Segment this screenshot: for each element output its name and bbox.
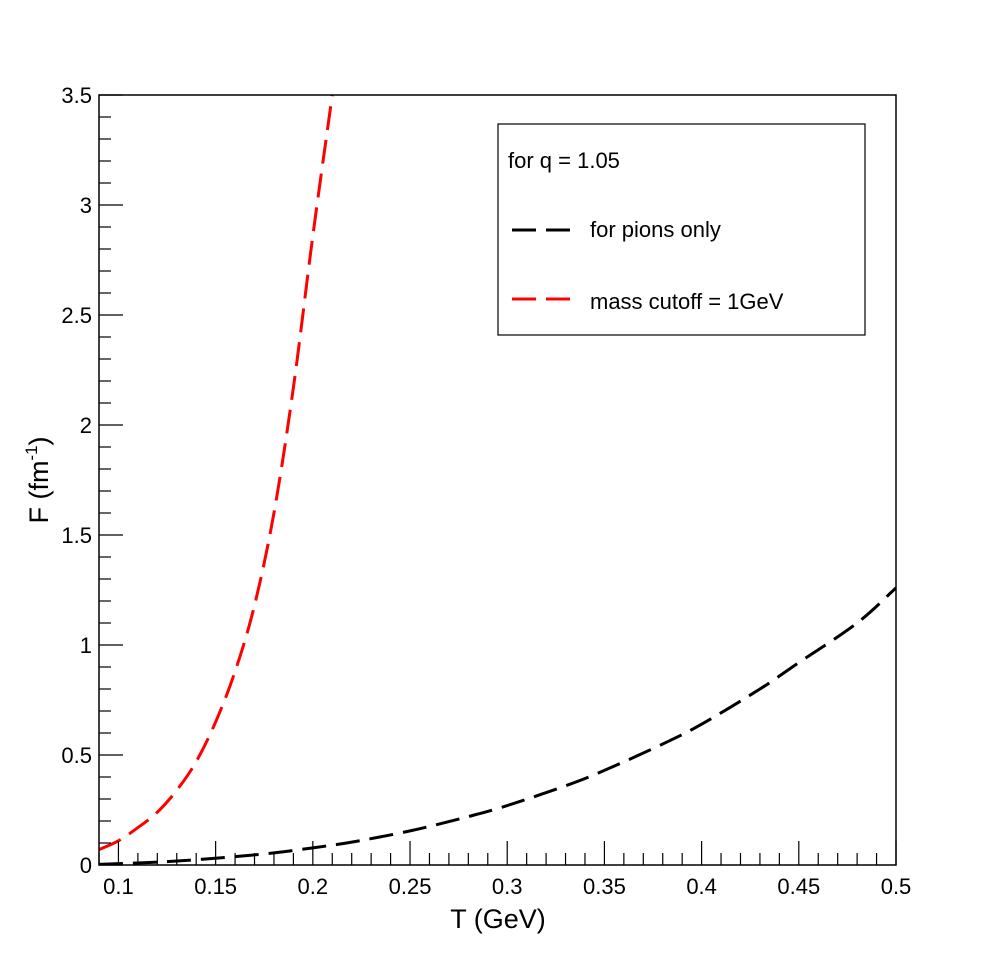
series-mass-cutoff-line	[99, 95, 334, 851]
x-tick-label: 0.4	[686, 874, 717, 899]
x-tick-label: 0.1	[103, 874, 134, 899]
series-pions-only-line	[99, 586, 896, 865]
y-axis-title-superscript: -1	[22, 445, 41, 460]
y-tick-label: 3	[80, 193, 92, 218]
legend-header: for q = 1.05	[508, 148, 620, 173]
y-tick-label: 1.5	[61, 523, 92, 548]
x-tick-label: 0.15	[194, 874, 237, 899]
y-axis-title-close: )	[24, 436, 54, 445]
x-tick-label: 0.3	[492, 874, 523, 899]
plot-frame	[98, 94, 897, 866]
legend-label-pions: for pions only	[590, 217, 721, 242]
x-axis-title: T (GeV)	[450, 904, 546, 934]
legend: for q = 1.05 for pions only mass cutoff …	[497, 123, 866, 336]
x-tick-label: 0.45	[777, 874, 820, 899]
y-tick-label: 0	[80, 853, 92, 878]
y-tick-label: 1	[80, 633, 92, 658]
y-tick-label: 2	[80, 413, 92, 438]
ticks-layer: 0.1 0.15 0.2 0.25 0.3 0.35 0.4 0.45 0.5 0 0.5 1 1.5 2…	[61, 83, 911, 899]
x-tick-label: 0.5	[881, 874, 912, 899]
y-axis-title: F (fm-1)	[22, 436, 54, 523]
y-tick-label: 2.5	[61, 303, 92, 328]
y-tick-label: 0.5	[61, 743, 92, 768]
legend-label-mass-cutoff: mass cutoff = 1GeV	[590, 289, 784, 314]
y-axis-title-main: F (fm	[24, 461, 54, 524]
x-tick-label: 0.35	[583, 874, 626, 899]
x-tick-label: 0.2	[298, 874, 329, 899]
x-tick-label: 0.25	[389, 874, 432, 899]
series-layer	[99, 95, 896, 865]
y-tick-label: 3.5	[61, 83, 92, 108]
